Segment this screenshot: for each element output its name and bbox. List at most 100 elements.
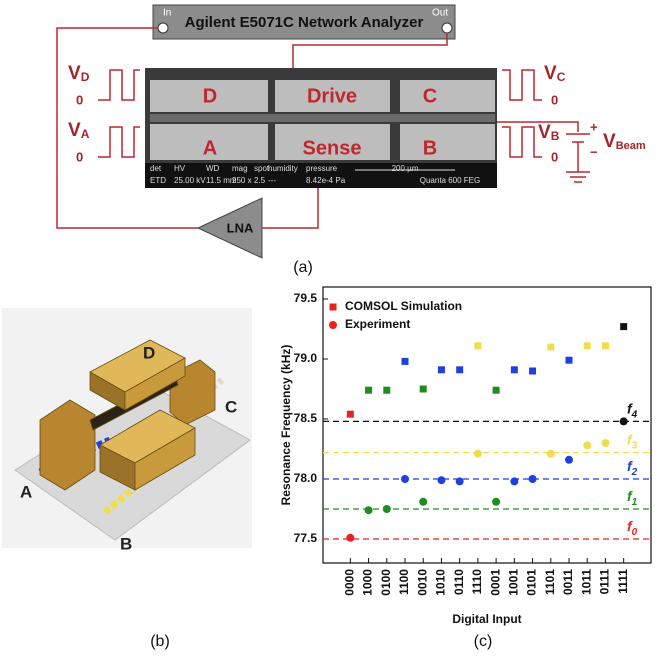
- legend-label: Experiment: [345, 317, 410, 331]
- data-point: [602, 342, 609, 349]
- scale-label: 200 µm: [392, 164, 419, 173]
- data-point: [438, 366, 445, 373]
- reference-sub: 3: [632, 440, 638, 451]
- data-point: [492, 498, 500, 506]
- x-tick-label: 1111: [616, 569, 630, 594]
- caption: (b): [150, 633, 170, 650]
- x-tick-label: 1100: [397, 569, 411, 595]
- x-tick-label: 0010: [415, 569, 429, 596]
- data-point: [511, 366, 518, 373]
- y-axis-title: Resonance Frequency (kHz): [279, 345, 293, 506]
- plus-sign: +: [590, 119, 598, 134]
- electrode-label: B: [120, 534, 132, 553]
- beam-voltage-label: VBeam: [603, 131, 646, 152]
- data-point: [493, 387, 500, 394]
- data-point: [420, 386, 427, 393]
- data-point: [347, 411, 354, 418]
- data-point: [365, 506, 373, 514]
- pulse: [98, 127, 140, 157]
- sem-header: pressure: [306, 164, 338, 173]
- caption: (c): [474, 633, 493, 650]
- x-tick-label: 0101: [525, 569, 539, 596]
- legend-marker: [330, 304, 337, 311]
- pad-label: Drive: [307, 85, 357, 107]
- data-point: [565, 456, 573, 464]
- x-tick-label: 1101: [543, 569, 557, 595]
- microscope-model: Quanta 600 FEG: [420, 176, 480, 185]
- data-point: [383, 505, 391, 513]
- reference-label: f3: [627, 431, 638, 451]
- data-point: [583, 441, 591, 449]
- figure: Agilent E5071C Network Analyzer In Out D…: [0, 0, 670, 658]
- legend-label: COMSOL Simulation: [345, 299, 462, 313]
- x-tick-label: 0001: [488, 569, 502, 596]
- pulse: [98, 70, 140, 100]
- voltage-label: VC: [544, 63, 566, 84]
- data-point: [474, 450, 482, 458]
- voltage-label: VA: [68, 120, 90, 141]
- data-point: [584, 342, 591, 349]
- sem-header: humidity: [268, 164, 298, 173]
- zero-label: 0: [76, 92, 83, 107]
- sem-value: 25.00 kV: [174, 176, 206, 185]
- reference-sub: 4: [631, 409, 638, 420]
- reference-label: f2: [627, 458, 638, 478]
- sem-value: ETD: [150, 176, 166, 185]
- x-tick-label: 1110: [470, 569, 484, 595]
- data-point: [437, 476, 445, 484]
- sem-value: ---: [268, 176, 276, 185]
- sem-value: 2.5: [254, 176, 266, 185]
- x-tick-label: 0110: [452, 569, 466, 595]
- reference-label: f4: [627, 400, 638, 420]
- sem-value: 250 x: [232, 176, 252, 185]
- data-point: [346, 534, 354, 542]
- panel-b: A B C D (b): [2, 308, 252, 650]
- data-point: [456, 477, 464, 485]
- pad: [400, 124, 495, 160]
- y-tick-label: 79.5: [294, 291, 318, 305]
- port-out-dot: [442, 23, 452, 33]
- data-point: [474, 342, 481, 349]
- x-tick-label: 1010: [434, 569, 448, 596]
- minus-sign: −: [590, 144, 598, 159]
- sem-header: WD: [206, 164, 220, 173]
- zero-label: 0: [551, 92, 558, 107]
- zero-label: 0: [551, 149, 558, 164]
- port-out: Out: [432, 8, 448, 19]
- data-point: [566, 357, 573, 364]
- sem-header: HV: [174, 164, 186, 173]
- data-point: [456, 366, 463, 373]
- x-tick-label: 0011: [561, 569, 575, 595]
- zero-label: 0: [76, 149, 83, 164]
- data-point: [620, 323, 627, 330]
- data-point: [601, 439, 609, 447]
- data-point: [401, 475, 409, 483]
- port-in-dot: [158, 23, 168, 33]
- pad: [400, 80, 495, 112]
- data-point: [365, 387, 372, 394]
- reference-label: f0: [627, 518, 638, 538]
- y-tick-label: 77.5: [294, 531, 318, 545]
- reference-label: f1: [627, 488, 638, 508]
- x-tick-label: 1011: [579, 569, 593, 595]
- data-point: [383, 387, 390, 394]
- data-point: [620, 417, 628, 425]
- sem-header: det: [150, 164, 162, 173]
- x-tick-label: 1000: [361, 569, 375, 596]
- port-in: In: [163, 8, 171, 19]
- data-point: [547, 344, 554, 351]
- sem-header: mag: [232, 164, 248, 173]
- x-tick-label: 0100: [379, 569, 393, 596]
- legend-marker: [329, 321, 337, 329]
- reference-sub: 0: [632, 527, 638, 538]
- x-tick-label: 0111: [598, 569, 612, 595]
- electrode-label: A: [20, 482, 32, 501]
- voltage-label: VD: [68, 63, 90, 84]
- y-tick-label: 78.0: [294, 471, 318, 485]
- beam: [150, 114, 495, 122]
- pad-label: B: [423, 137, 437, 159]
- panel-a: Agilent E5071C Network Analyzer In Out D…: [57, 5, 646, 276]
- caption: (a): [293, 259, 313, 276]
- pulse: [502, 127, 542, 157]
